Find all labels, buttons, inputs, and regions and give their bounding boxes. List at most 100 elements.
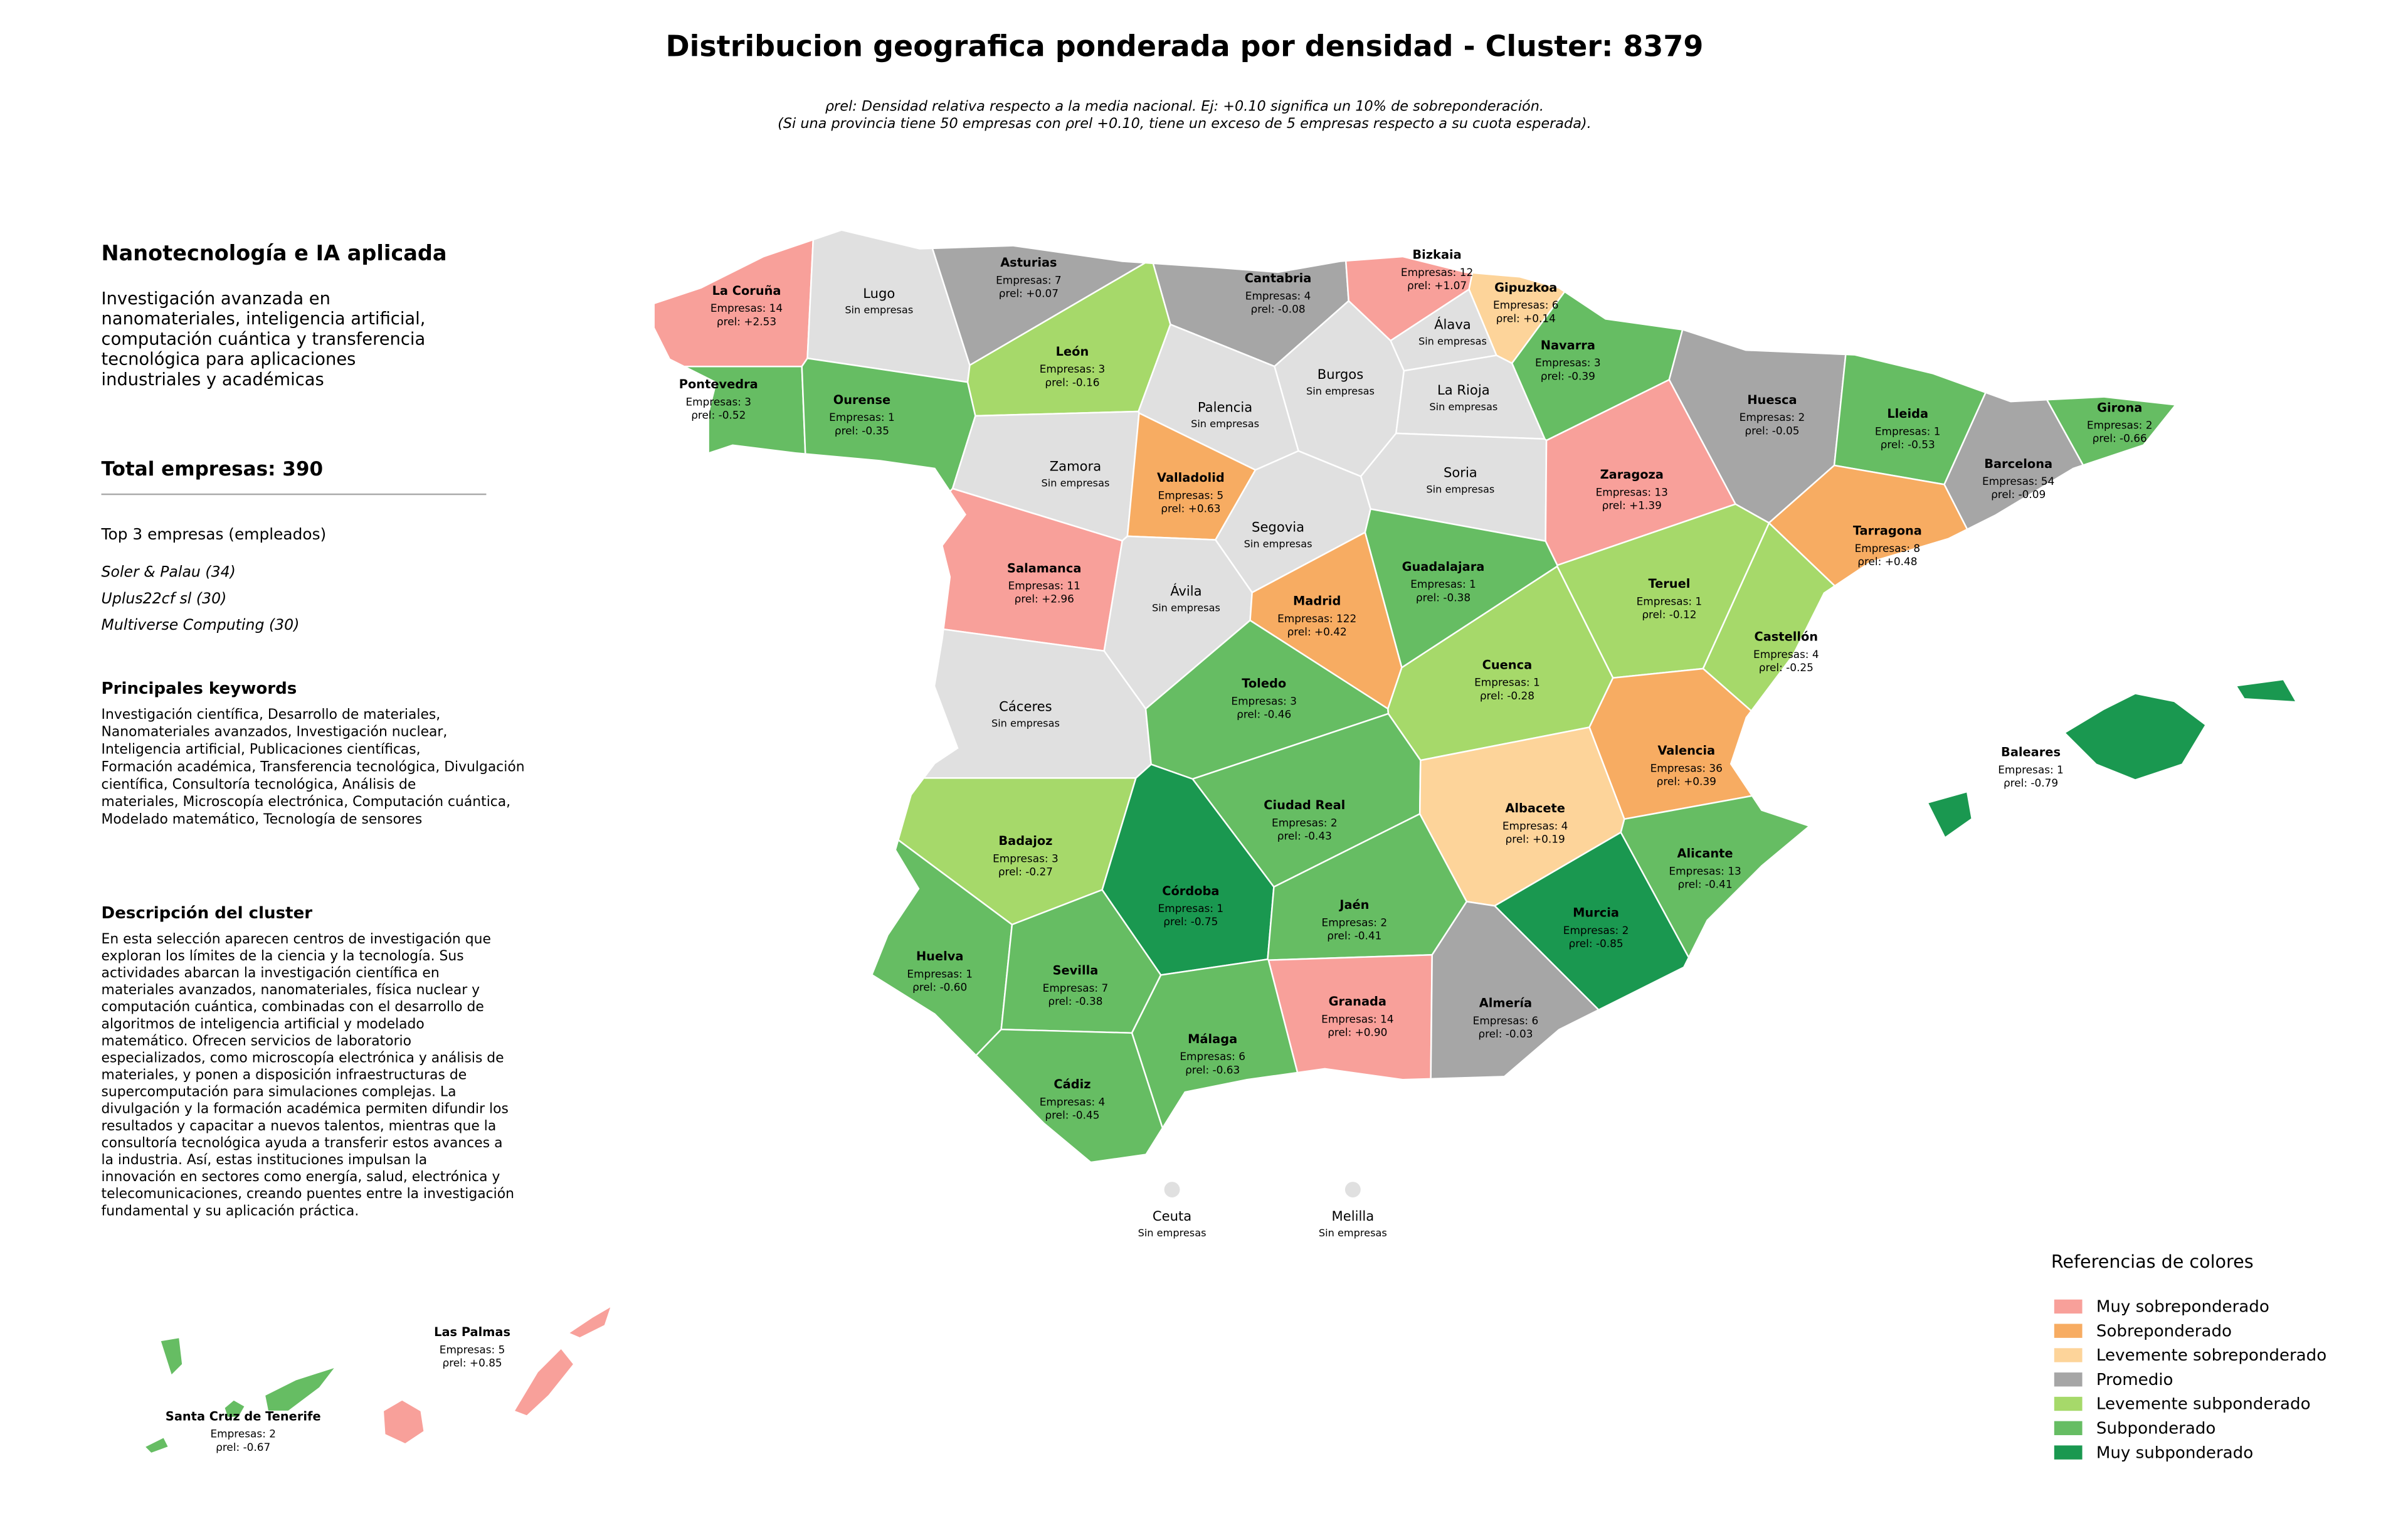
province-stat: Sin empresas <box>1418 335 1487 347</box>
panel-line: nanomateriales, inteligencia artificial, <box>102 309 426 329</box>
panel-line: Nanomateriales avanzados, Investigación … <box>102 724 448 740</box>
mainland <box>654 230 2175 1162</box>
province-name: Huelva <box>916 949 964 963</box>
province-stat: ρrel: +0.48 <box>1857 555 1917 568</box>
province-stat: ρrel: -0.41 <box>1677 878 1732 891</box>
province-shape <box>1620 780 2175 1162</box>
legend-swatch <box>2054 1445 2083 1460</box>
province-stat: ρrel: -0.75 <box>1163 915 1218 928</box>
province-stat: ρrel: -0.05 <box>1745 424 1799 437</box>
province-shape <box>1267 953 1433 1162</box>
province-name: Navarra <box>1541 338 1595 353</box>
province-name: Teruel <box>1648 576 1690 591</box>
province-name: Málaga <box>1188 1032 1237 1046</box>
panel-line: fundamental y su aplicación práctica. <box>102 1203 359 1219</box>
province-stat: Empresas: 1 <box>1998 763 2064 776</box>
province-name: Bizkaia <box>1412 248 1461 262</box>
province-name: Córdoba <box>1162 884 1219 898</box>
province-stat: ρrel: -0.66 <box>2093 432 2147 445</box>
province-stat: ρrel: +2.96 <box>1015 593 1074 605</box>
province-stat: Empresas: 12 <box>1401 266 1473 279</box>
description-heading: Descripción del cluster <box>102 904 313 923</box>
province-name: Salamanca <box>1007 561 1081 575</box>
province-name: Madrid <box>1293 593 1341 608</box>
panel-line: materiales, Microscopía electrónica, Com… <box>102 794 511 810</box>
province-name: Tarragona <box>1853 524 1922 538</box>
panel-line: computación cuántica y transferencia <box>102 329 426 349</box>
province-name: La Rioja <box>1437 382 1490 398</box>
province-stat: Empresas: 6 <box>1473 1014 1539 1027</box>
province-stat: Empresas: 7 <box>1043 982 1109 994</box>
province-stat: Empresas: 4 <box>1245 289 1311 302</box>
province-stat: ρrel: +2.53 <box>717 315 776 327</box>
province-name: Cuenca <box>1482 657 1533 672</box>
province-stat: Empresas: 1 <box>829 411 895 423</box>
panel-line: En esta selección aparecen centros de in… <box>102 931 491 947</box>
province-stat: ρrel: -0.85 <box>1569 937 1624 950</box>
province-name: La Coruña <box>712 284 781 298</box>
province-stat: ρrel: -0.41 <box>1327 930 1381 942</box>
legend-label: Subponderado <box>2096 1419 2215 1438</box>
province-name: Burgos <box>1318 366 1363 382</box>
total: Total empresas: 390 <box>102 458 324 480</box>
province-stat: Sin empresas <box>1319 1227 1387 1239</box>
note: ρrel: Densidad relativa respecto a la me… <box>825 98 1544 115</box>
province-stat: Empresas: 5 <box>440 1343 505 1356</box>
panel-line: Formación académica, Transferencia tecno… <box>102 759 525 775</box>
province-name: Zamora <box>1050 459 1102 474</box>
panel-line: matemático. Ofrecen servicios de laborat… <box>102 1033 411 1049</box>
legend-label: Muy subponderado <box>2096 1443 2253 1462</box>
province-shape <box>264 1366 337 1412</box>
panel-line: actividades abarcan la investigación cie… <box>102 965 440 981</box>
panel-line: materiales, y ponen a disposición infrae… <box>102 1068 467 1083</box>
province-name: Castellón <box>1754 630 1818 644</box>
province-name: Ciudad Real <box>1264 798 1345 812</box>
province-stat: ρrel: -0.09 <box>1991 488 2046 501</box>
legend-swatch <box>2054 1348 2083 1362</box>
panel-line: Multiverse Computing (30) <box>102 616 300 634</box>
province-stat: Empresas: 4 <box>1040 1095 1106 1108</box>
province-stat: Sin empresas <box>1138 1227 1207 1239</box>
province-name: Segovia <box>1252 519 1304 535</box>
province-shape <box>2064 693 2206 780</box>
legend-title: Referencias de colores <box>2051 1251 2254 1272</box>
keywords-heading: Principales keywords <box>102 679 297 698</box>
province-name: Ourense <box>833 393 890 407</box>
province-name: Cáceres <box>999 698 1052 714</box>
province-name: Ávila <box>1170 583 1201 599</box>
province-stat: Sin empresas <box>1041 477 1109 489</box>
panel-line: consultoría tecnológica ayuda a transfer… <box>102 1135 503 1151</box>
province-stat: ρrel: -0.43 <box>1277 830 1332 842</box>
panel-line: supercomputación para simulaciones compl… <box>102 1085 457 1100</box>
province-stat: ρrel: +0.07 <box>999 287 1059 300</box>
legend-label: Promedio <box>2096 1371 2173 1389</box>
province-name: Girona <box>2097 400 2142 415</box>
province-stat: ρrel: +0.14 <box>1496 312 1556 324</box>
panel-line: científica, Consultoría tecnológica, Aná… <box>102 777 416 792</box>
province-stat: ρrel: +0.90 <box>1328 1026 1387 1039</box>
province-name: Guadalajara <box>1402 560 1485 574</box>
panel-line: Investigación avanzada en <box>102 289 330 309</box>
province-stat: ρrel: +0.19 <box>1506 833 1565 846</box>
province-stat: ρrel: -0.53 <box>1881 438 1935 451</box>
province-stat: ρrel: +0.63 <box>1161 502 1220 515</box>
province-stat: ρrel: +1.07 <box>1407 279 1467 292</box>
province-stat: ρrel: -0.79 <box>2004 777 2058 789</box>
province-stat: ρrel: +0.85 <box>442 1357 502 1369</box>
province-stat: ρrel: -0.52 <box>691 408 746 421</box>
province-name: Badajoz <box>998 834 1052 848</box>
province-shape <box>2236 679 2297 703</box>
legend-swatch <box>2054 1396 2083 1411</box>
province-name: Alicante <box>1677 846 1733 861</box>
province-name: Barcelona <box>1984 457 2052 471</box>
province-stat: Empresas: 1 <box>1158 902 1224 915</box>
province-stat: ρrel: +0.39 <box>1657 775 1716 788</box>
panel-line: Investigación científica, Desarrollo de … <box>102 707 441 723</box>
province-shape <box>654 230 817 368</box>
province-name: Gipuzkoa <box>1494 280 1557 295</box>
panel-line: computación cuántica, combinadas con el … <box>102 999 484 1015</box>
panel-line: especializados, como microscopía electró… <box>102 1050 504 1066</box>
province-name: Almería <box>1479 996 1532 1011</box>
